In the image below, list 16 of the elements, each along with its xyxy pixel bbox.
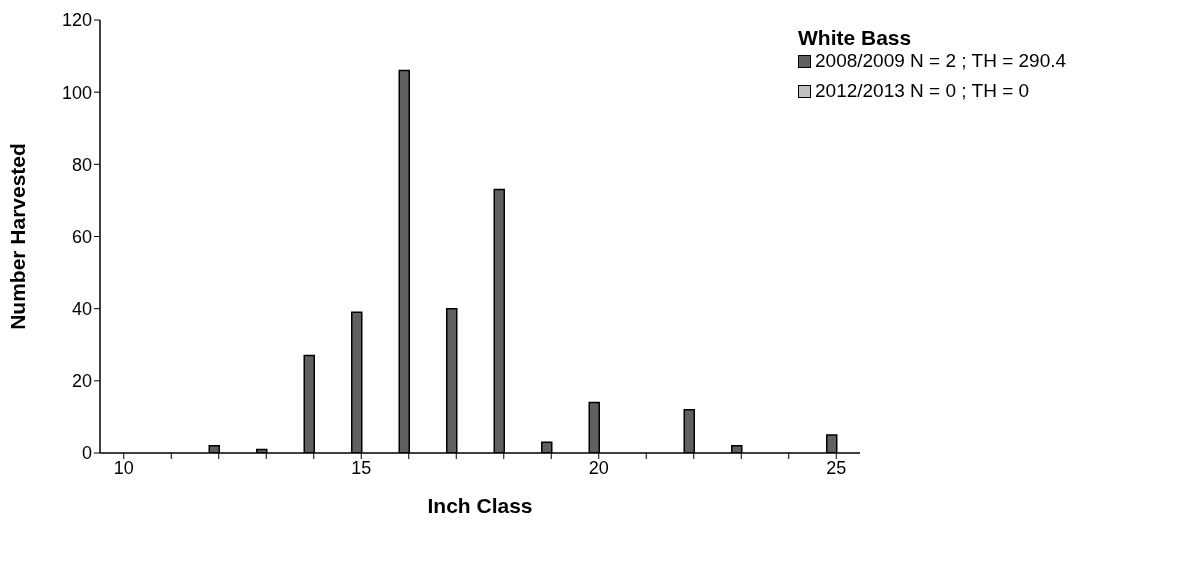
y-tick-label: 100 (61, 82, 92, 103)
y-tick-label: 120 (61, 10, 92, 31)
legend-label: 2012/2013 N = 0 ; TH = 0 (815, 80, 1030, 102)
y-tick-label: 0 (81, 443, 92, 464)
x-tick-label: 10 (113, 457, 134, 478)
x-tick-label: 20 (588, 457, 609, 478)
legend-label: 2008/2009 N = 2 ; TH = 290.4 (815, 50, 1067, 72)
x-tick-label: 25 (826, 457, 847, 478)
x-tick-label: 15 (351, 457, 372, 478)
y-axis-title: Number Harvested (6, 143, 30, 330)
y-tick-label: 40 (71, 299, 92, 320)
legend-title: White Bass (798, 26, 913, 50)
y-tick-label: 80 (71, 154, 92, 175)
x-axis-title: Inch Class (427, 494, 533, 517)
y-tick-label: 20 (71, 371, 92, 392)
y-tick-label: 60 (71, 226, 92, 247)
